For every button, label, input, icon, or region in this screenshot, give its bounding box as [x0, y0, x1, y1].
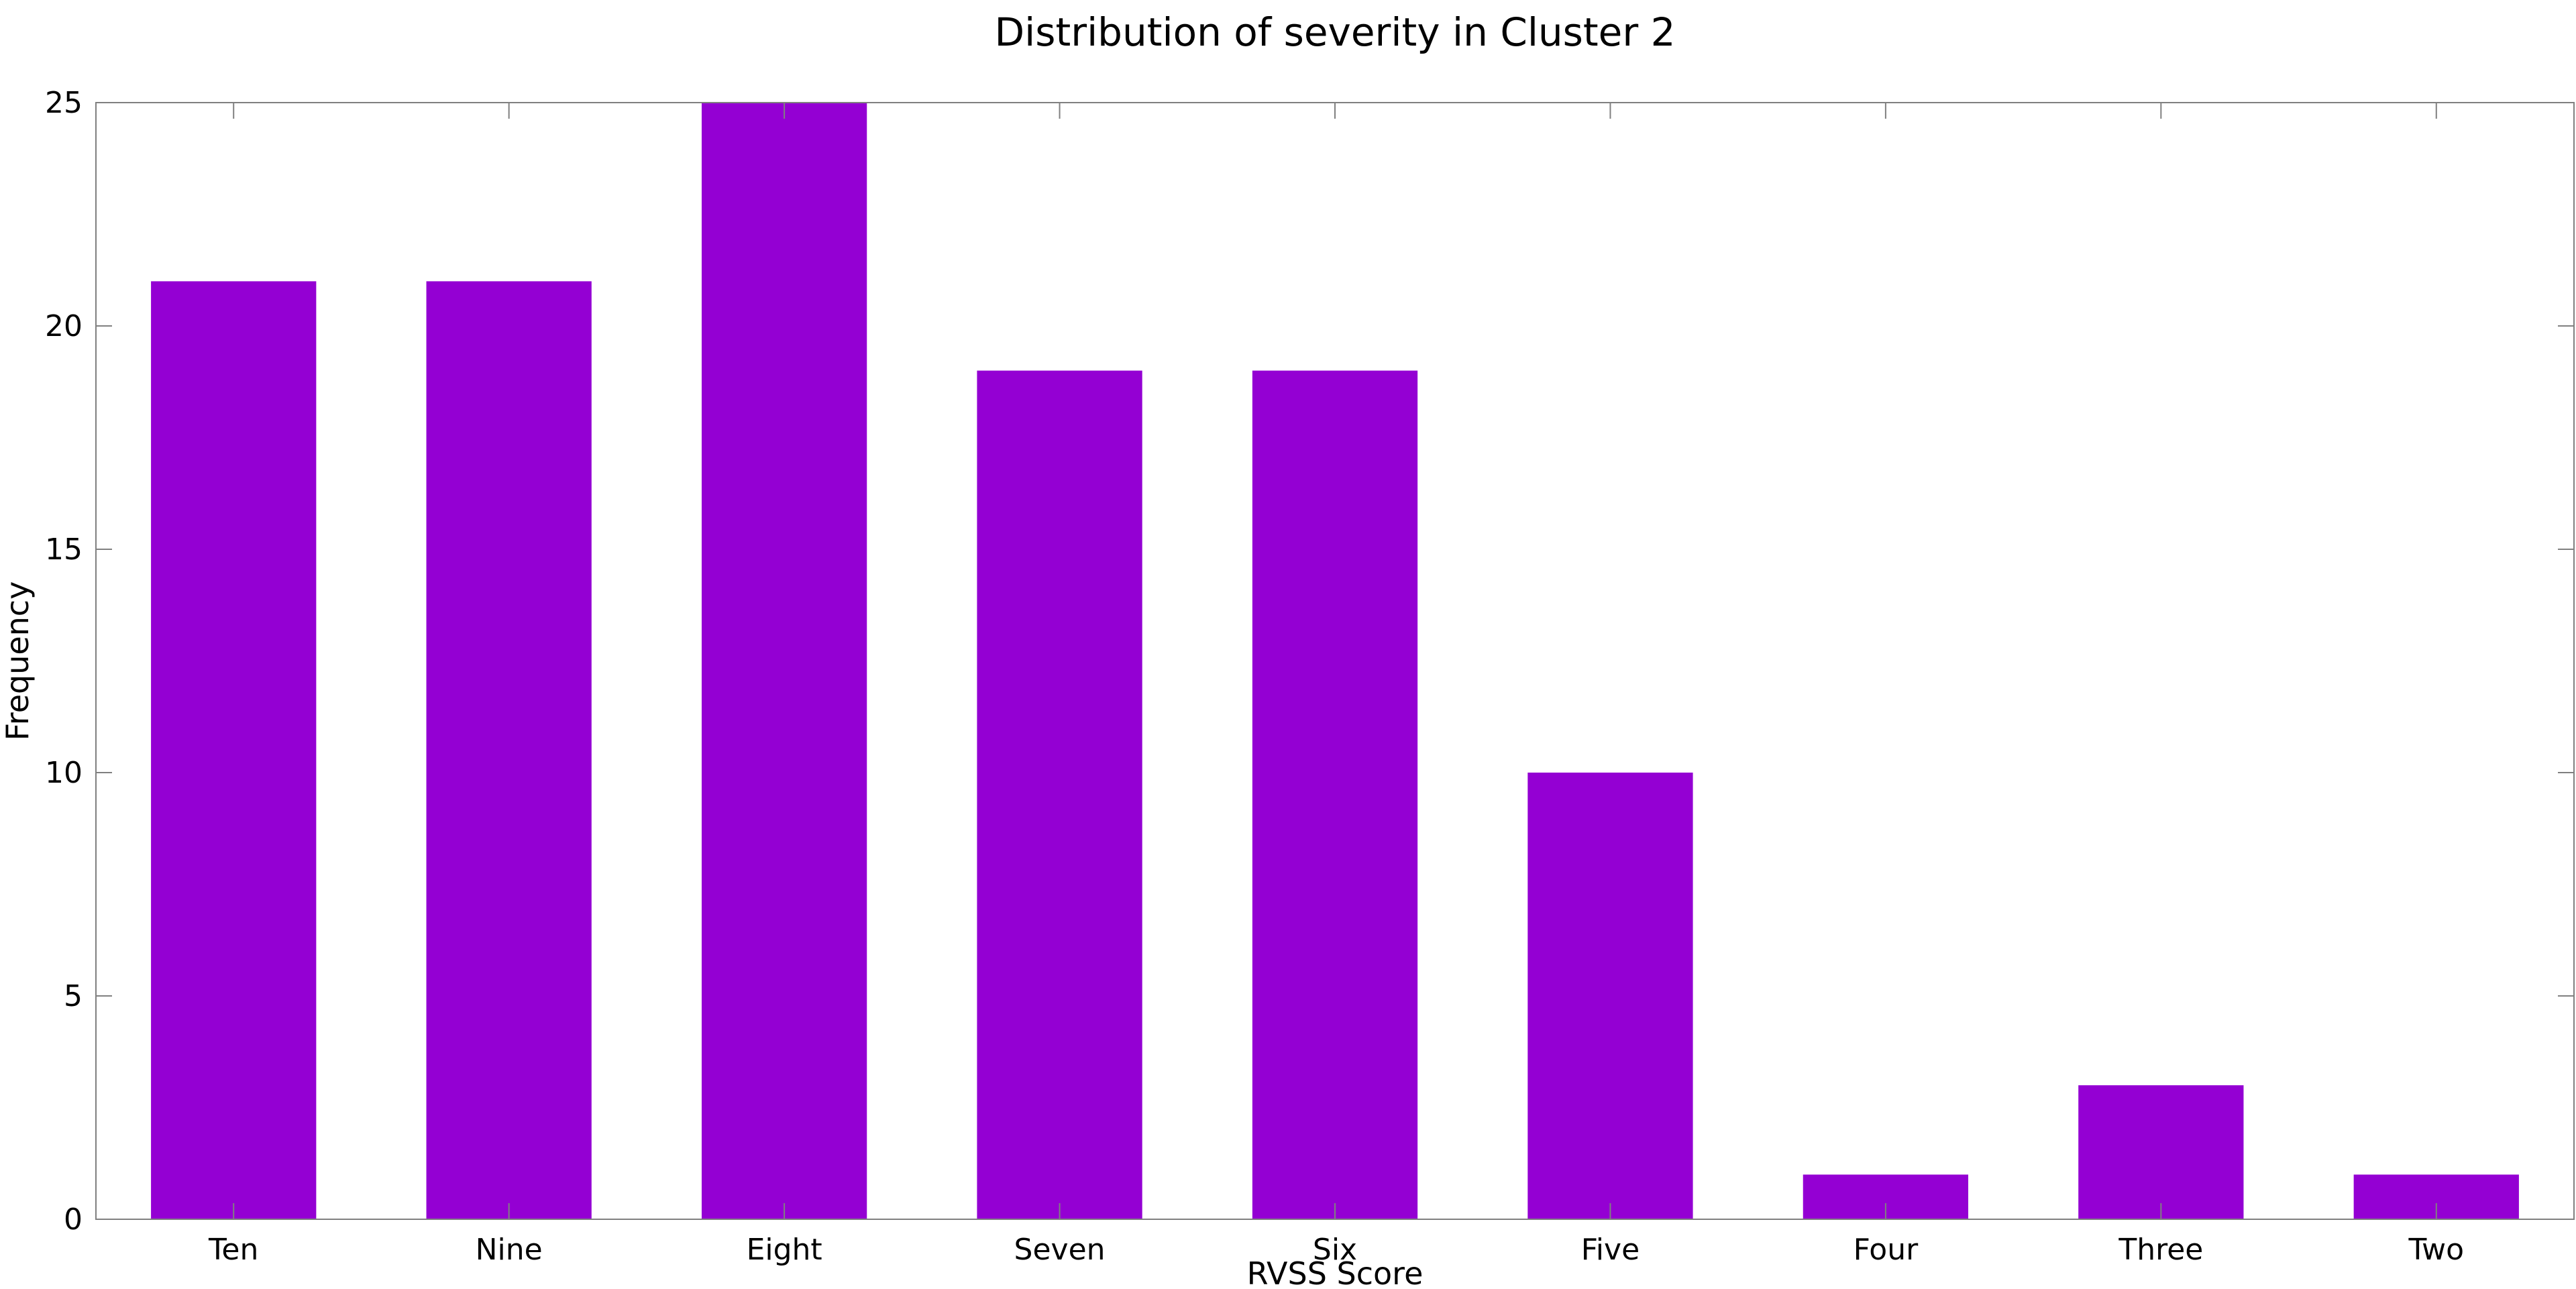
- x-tick-label-nine: Nine: [476, 1233, 543, 1267]
- y-tick-label-25: 25: [45, 86, 83, 120]
- y-tick-label-20: 20: [45, 309, 83, 343]
- y-axis-label: Frequency: [0, 581, 36, 741]
- x-tick-label-six: Six: [1313, 1233, 1357, 1267]
- x-tick-label-four: Four: [1854, 1233, 1919, 1267]
- bars-group: [151, 103, 2519, 1219]
- tick-labels-group: 0 5 10 15 20 25 Ten Nine Eight Seven Six Five Four Th…: [45, 86, 2464, 1267]
- bar-eight: [701, 103, 867, 1219]
- chart-title: Distribution of severity in Cluster 2: [994, 9, 1675, 55]
- bar-ten: [151, 281, 317, 1219]
- x-tick-label-three: Three: [2118, 1233, 2203, 1267]
- x-axis-label: RVSS Score: [1247, 1255, 1424, 1289]
- bar-three: [2078, 1085, 2244, 1219]
- bar-nine: [426, 281, 592, 1219]
- x-tick-label-ten: Ten: [208, 1233, 258, 1267]
- y-tick-label-10: 10: [45, 756, 83, 790]
- bar-five: [1527, 773, 1693, 1219]
- x-tick-label-seven: Seven: [1014, 1233, 1106, 1267]
- x-tick-label-two: Two: [2408, 1233, 2465, 1267]
- ticks-group: [96, 102, 2574, 1220]
- y-tick-label-0: 0: [64, 1202, 83, 1237]
- x-tick-label-five: Five: [1581, 1233, 1640, 1267]
- y-tick-label-15: 15: [45, 533, 83, 567]
- y-tick-label-5: 5: [64, 979, 83, 1013]
- bar-seven: [977, 370, 1142, 1219]
- x-tick-label-eight: Eight: [747, 1233, 822, 1267]
- bar-six: [1252, 370, 1418, 1219]
